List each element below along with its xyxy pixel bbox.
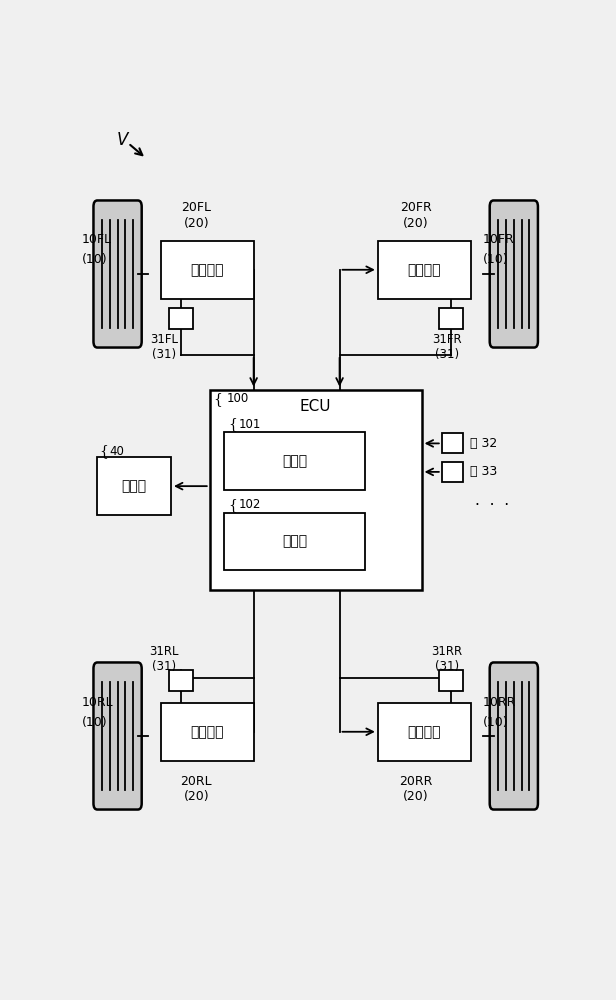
Bar [169, 308, 193, 329]
Bar [378, 241, 471, 299]
Text: {: { [214, 392, 222, 406]
Text: (20): (20) [403, 790, 429, 803]
Bar [442, 433, 463, 453]
Text: 31RR: 31RR [431, 645, 463, 658]
Bar [439, 308, 463, 329]
Text: ·  ·  ·: · · · [475, 497, 509, 512]
Bar [439, 670, 463, 691]
Text: 驱动装置: 驱动装置 [190, 725, 224, 739]
Text: ～ 33: ～ 33 [471, 465, 498, 478]
Text: 101: 101 [238, 418, 261, 431]
Text: 20RR: 20RR [399, 775, 432, 788]
Bar [224, 513, 365, 570]
Text: (10): (10) [82, 253, 107, 266]
Text: (10): (10) [82, 716, 107, 729]
Text: 通知部: 通知部 [121, 479, 147, 493]
FancyBboxPatch shape [94, 662, 142, 810]
Text: 31RL: 31RL [149, 645, 179, 658]
Bar [224, 432, 365, 490]
Text: {: { [228, 498, 237, 512]
FancyBboxPatch shape [490, 200, 538, 348]
Text: 20FL: 20FL [181, 201, 211, 214]
Text: 31FR: 31FR [432, 333, 462, 346]
Text: (20): (20) [184, 217, 209, 230]
Text: 40: 40 [109, 445, 124, 458]
Bar [97, 457, 171, 515]
Bar [378, 703, 471, 761]
Text: 10FR: 10FR [483, 233, 514, 246]
FancyBboxPatch shape [490, 662, 538, 810]
Text: (20): (20) [403, 217, 429, 230]
Text: 驱动装置: 驱动装置 [190, 263, 224, 277]
Text: 20FR: 20FR [400, 201, 432, 214]
Text: 20RL: 20RL [180, 775, 212, 788]
Bar [442, 462, 463, 482]
Text: 31FL: 31FL [150, 333, 178, 346]
Text: 处理器: 处理器 [282, 454, 307, 468]
Text: 驱动装置: 驱动装置 [408, 263, 441, 277]
Text: 10RL: 10RL [82, 696, 113, 709]
Text: 10RR: 10RR [483, 696, 516, 709]
Text: {: { [228, 417, 237, 431]
Bar [161, 241, 254, 299]
Text: {: { [99, 444, 108, 458]
Text: 10FL: 10FL [82, 233, 111, 246]
Text: (10): (10) [483, 253, 508, 266]
Text: 存储器: 存储器 [282, 535, 307, 549]
Text: (31): (31) [152, 348, 176, 361]
Text: ～ 32: ～ 32 [471, 437, 498, 450]
Text: (31): (31) [435, 660, 459, 673]
Bar [209, 389, 422, 590]
Text: (20): (20) [184, 790, 209, 803]
Text: (31): (31) [152, 660, 176, 673]
Bar [161, 703, 254, 761]
Text: 100: 100 [227, 392, 249, 405]
Text: (31): (31) [435, 348, 459, 361]
Text: V: V [116, 131, 128, 149]
Text: 驱动装置: 驱动装置 [408, 725, 441, 739]
Text: (10): (10) [483, 716, 508, 729]
Bar [169, 670, 193, 691]
FancyBboxPatch shape [94, 200, 142, 348]
Text: 102: 102 [238, 498, 261, 512]
Text: ECU: ECU [300, 399, 331, 414]
